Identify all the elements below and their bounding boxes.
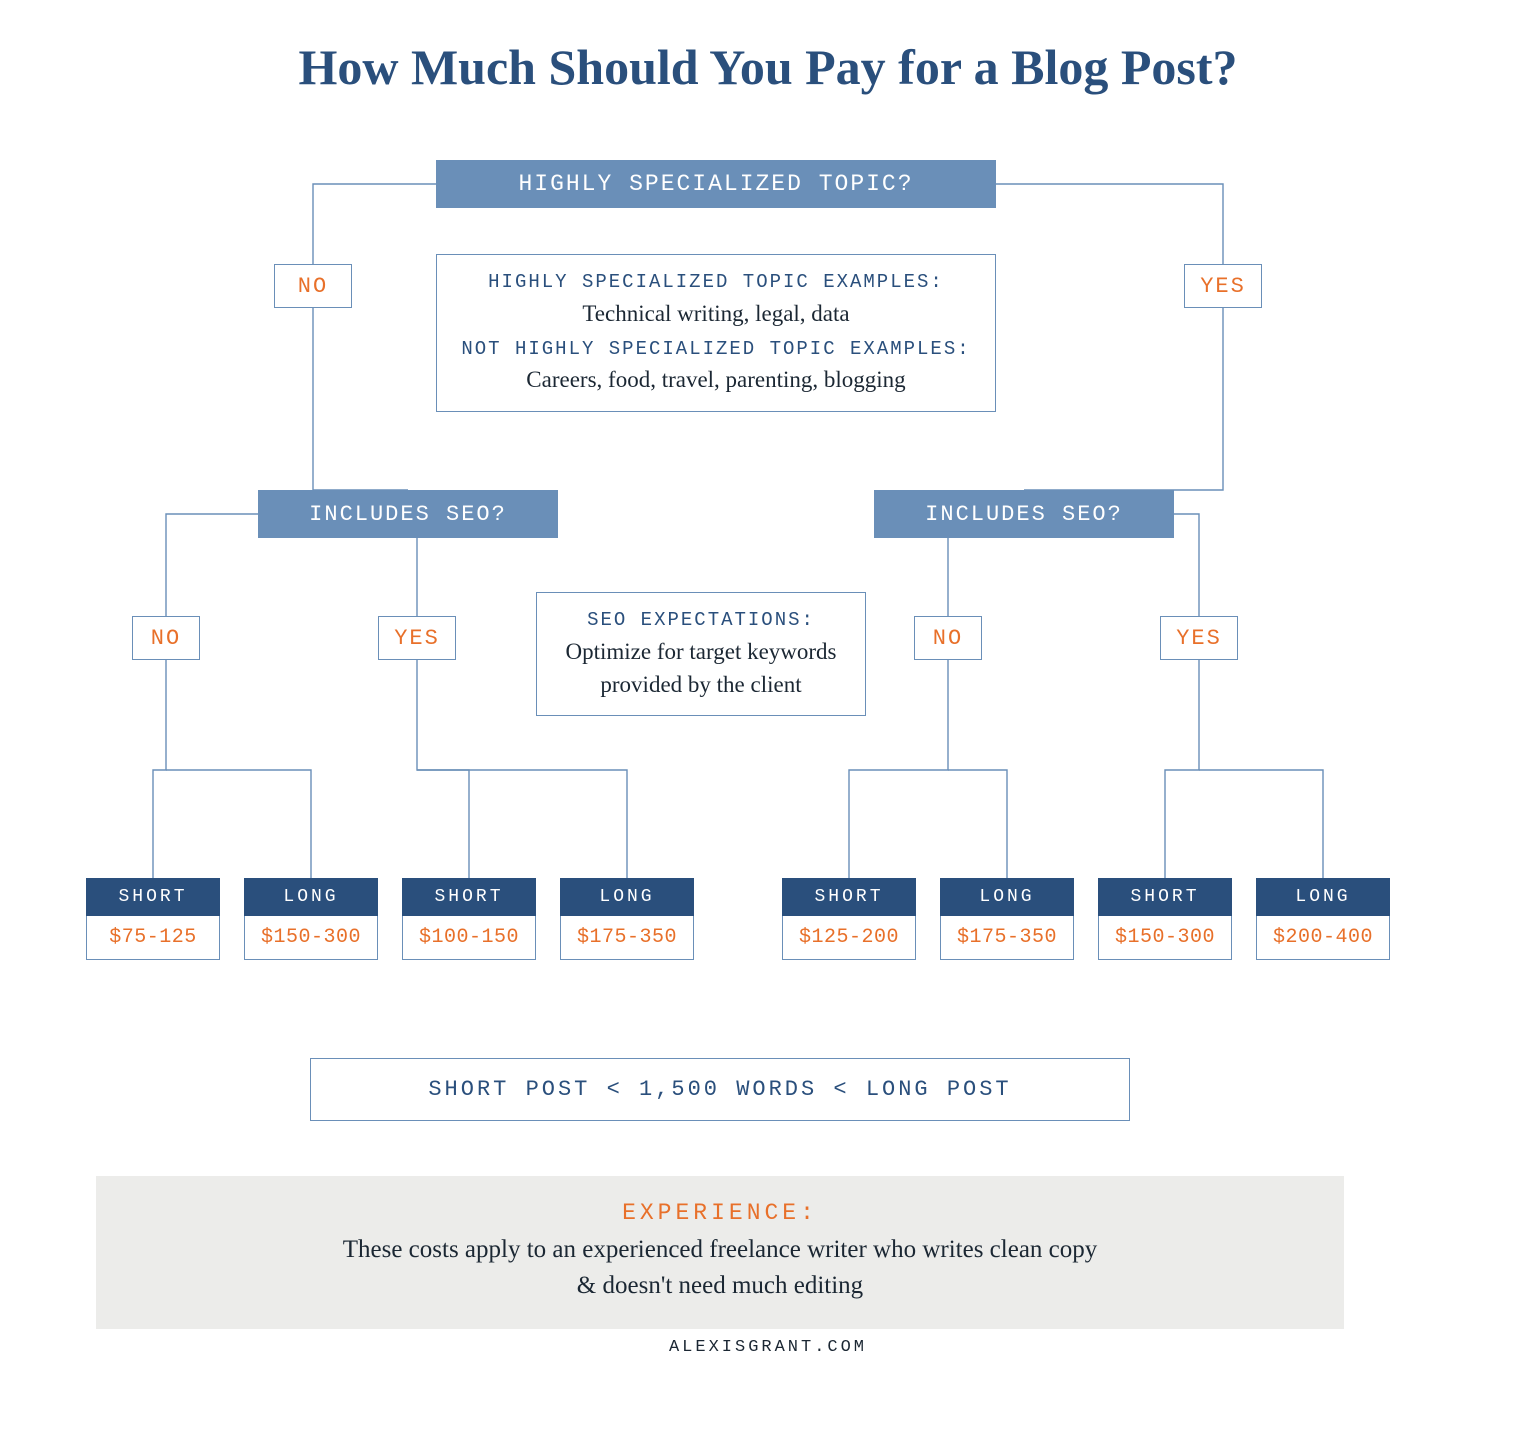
q2b-seo: INCLUDES SEO? xyxy=(874,490,1174,538)
page-title: How Much Should You Pay for a Blog Post? xyxy=(0,38,1536,96)
site-credit: ALEXISGRANT.COM xyxy=(0,1338,1536,1357)
info-body: Careers, food, travel, parenting, bloggi… xyxy=(455,363,977,396)
leaf-6: SHORT $150-300 xyxy=(1098,878,1232,960)
leaf-price: $150-300 xyxy=(244,916,378,960)
experience-label: EXPERIENCE: xyxy=(136,1200,1304,1226)
leaf-price: $175-350 xyxy=(560,916,694,960)
q2a-answer-no: NO xyxy=(132,616,200,660)
leaf-1: LONG $150-300 xyxy=(244,878,378,960)
leaf-length: SHORT xyxy=(402,878,536,916)
leaf-length: LONG xyxy=(940,878,1074,916)
info-specialized-examples: HIGHLY SPECIALIZED TOPIC EXAMPLES: Techn… xyxy=(436,254,996,412)
leaf-price: $100-150 xyxy=(402,916,536,960)
leaf-length: LONG xyxy=(244,878,378,916)
leaf-length: SHORT xyxy=(782,878,916,916)
experience-note: EXPERIENCE: These costs apply to an expe… xyxy=(96,1176,1344,1329)
leaf-length: SHORT xyxy=(86,878,220,916)
leaf-3: LONG $175-350 xyxy=(560,878,694,960)
leaf-price: $200-400 xyxy=(1256,916,1390,960)
q1-specialized: HIGHLY SPECIALIZED TOPIC? xyxy=(436,160,996,208)
info-label: NOT HIGHLY SPECIALIZED TOPIC EXAMPLES: xyxy=(455,336,977,364)
leaf-length: SHORT xyxy=(1098,878,1232,916)
leaf-length: LONG xyxy=(560,878,694,916)
q2b-answer-no: NO xyxy=(914,616,982,660)
info-body: Technical writing, legal, data xyxy=(455,297,977,330)
leaf-2: SHORT $100-150 xyxy=(402,878,536,960)
legend-wordcount: SHORT POST < 1,500 WORDS < LONG POST xyxy=(310,1058,1130,1121)
leaf-5: LONG $175-350 xyxy=(940,878,1074,960)
leaf-price: $75-125 xyxy=(86,916,220,960)
q2a-seo: INCLUDES SEO? xyxy=(258,490,558,538)
leaf-4: SHORT $125-200 xyxy=(782,878,916,960)
q1-answer-yes: YES xyxy=(1184,264,1262,308)
leaf-length: LONG xyxy=(1256,878,1390,916)
experience-body: These costs apply to an experienced free… xyxy=(136,1232,1304,1268)
leaf-0: SHORT $75-125 xyxy=(86,878,220,960)
leaf-7: LONG $200-400 xyxy=(1256,878,1390,960)
leaf-price: $125-200 xyxy=(782,916,916,960)
info-label: HIGHLY SPECIALIZED TOPIC EXAMPLES: xyxy=(455,269,977,297)
leaf-price: $175-350 xyxy=(940,916,1074,960)
q2a-answer-yes: YES xyxy=(378,616,456,660)
q1-answer-no: NO xyxy=(274,264,352,308)
experience-body: & doesn't need much editing xyxy=(136,1268,1304,1304)
info-label: SEO EXPECTATIONS: xyxy=(555,607,847,635)
info-body: Optimize for target keywords xyxy=(555,635,847,668)
info-body: provided by the client xyxy=(555,668,847,701)
leaf-price: $150-300 xyxy=(1098,916,1232,960)
q2b-answer-yes: YES xyxy=(1160,616,1238,660)
info-seo-expectations: SEO EXPECTATIONS: Optimize for target ke… xyxy=(536,592,866,716)
